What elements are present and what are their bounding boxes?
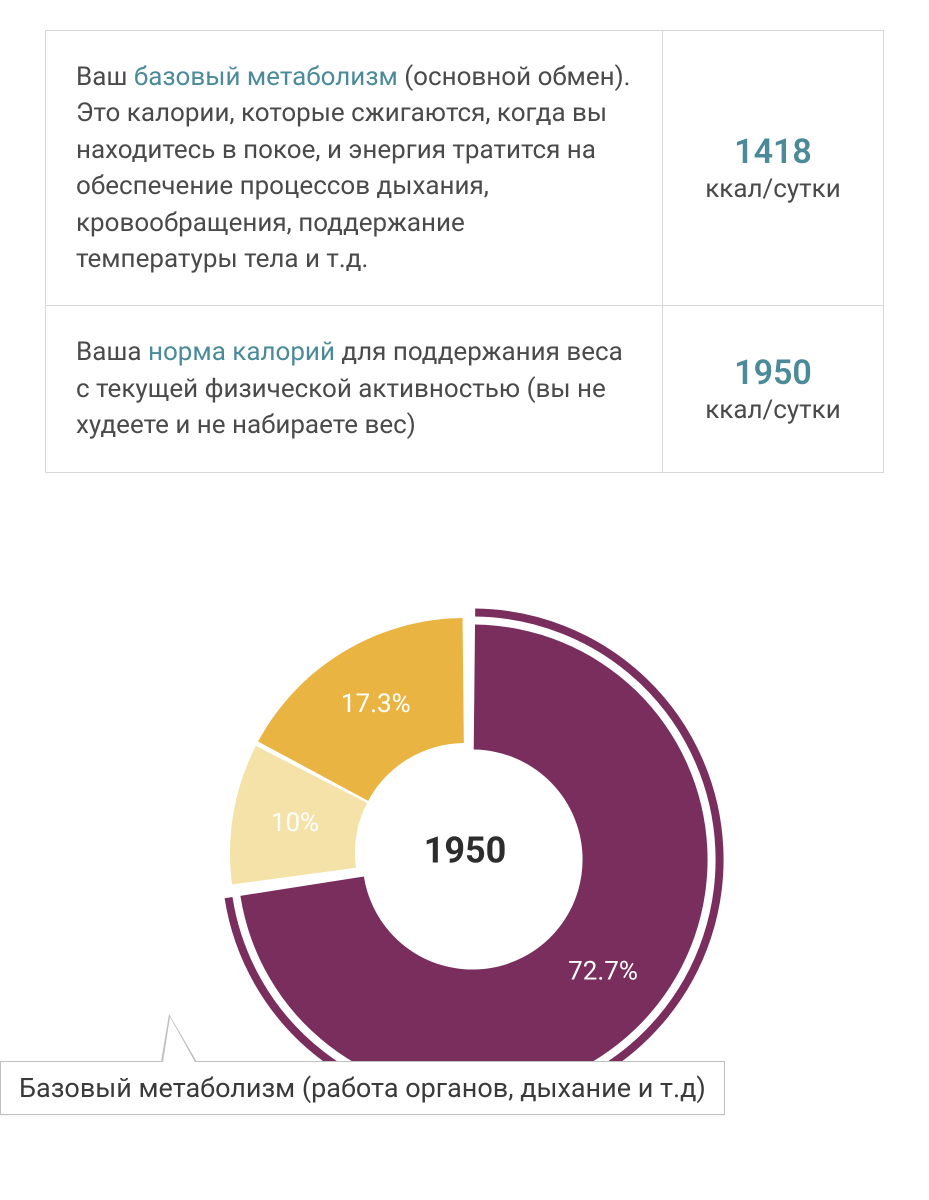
desc-text-before: Ваша <box>76 337 148 367</box>
desc-highlight: базовый метаболизм <box>134 62 398 92</box>
table-row: Ваша норма калорий для поддержания веса … <box>46 306 883 471</box>
desc-highlight: норма калорий <box>148 337 335 367</box>
row-description: Ваш базовый метаболизм (основной обмен).… <box>46 31 663 305</box>
row-value: 1950 <box>734 353 812 393</box>
metabolism-table: Ваш базовый метаболизм (основной обмен).… <box>45 30 884 473</box>
row-unit: ккал/сутки <box>705 395 840 425</box>
chart-tooltip: Базовый метаболизм (работа органов, дыха… <box>0 1061 725 1115</box>
slice-label: 17.3% <box>340 689 410 719</box>
row-description: Ваша норма калорий для поддержания веса … <box>46 306 663 471</box>
donut-chart-container: 72.7%10%17.3%1950 Базовый метаболизм (ра… <box>45 593 884 1113</box>
slice-label: 10% <box>270 807 318 837</box>
donut-center-value: 1950 <box>423 829 506 871</box>
row-value-cell: 1950 ккал/сутки <box>663 306 883 471</box>
row-value: 1418 <box>734 132 812 172</box>
donut-chart: 72.7% 10% 17.3% 1950 <box>205 593 725 1113</box>
slice-label: 72.7% <box>568 956 638 986</box>
desc-text-before: Ваш <box>76 62 134 92</box>
table-row: Ваш базовый метаболизм (основной обмен).… <box>46 31 883 306</box>
tooltip-text: Базовый метаболизм (работа органов, дыха… <box>19 1072 706 1104</box>
desc-text-after: (основной обмен). Это калории, которые с… <box>76 62 631 274</box>
row-unit: ккал/сутки <box>705 174 840 204</box>
row-value-cell: 1418 ккал/сутки <box>663 31 883 305</box>
